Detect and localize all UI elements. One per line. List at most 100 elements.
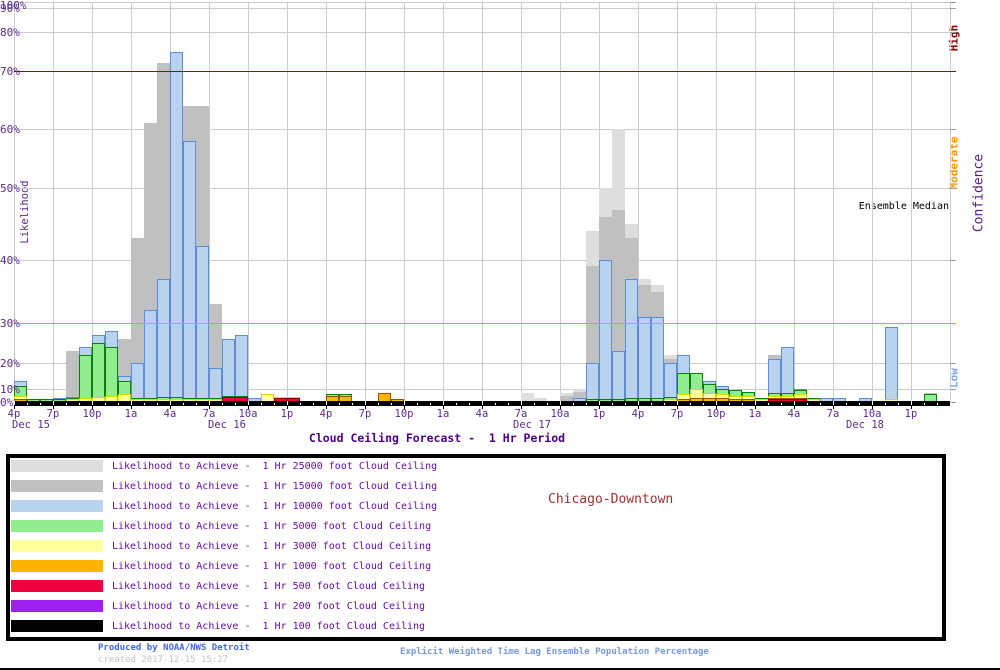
gridline-vertical (638, 2, 639, 402)
x-axis-hour-tick (833, 401, 834, 405)
footer-method-description: Explicit Weighted Time Lag Ensemble Popu… (400, 647, 709, 657)
y-axis-tick-label: 30% (0, 317, 20, 330)
x-axis-sub-tick (638, 406, 639, 409)
x-axis-hour-tick (625, 403, 626, 405)
legend-item: Likelihood to Achieve - 1 Hr 3000 foot C… (10, 539, 942, 559)
x-axis-hour-tick (352, 403, 353, 405)
x-axis-sub-tick (755, 406, 756, 409)
y-axis-tick-label: 20% (0, 357, 20, 370)
legend-label-series3: Likelihood to Achieve - 1 Hr 5000 foot C… (112, 521, 432, 532)
legend-item: Likelihood to Achieve - 1 Hr 15000 foot … (10, 479, 942, 499)
y2-axis-tick (950, 402, 956, 403)
x-axis-sub-tick (443, 406, 444, 409)
y2-axis-tick (950, 8, 956, 9)
x-axis-hour-tick (677, 401, 678, 405)
x-axis-tick-label: 10p (706, 408, 726, 420)
y2-axis-tick (950, 389, 956, 390)
gridline-vertical (248, 2, 249, 402)
window-bottom-border (0, 668, 1000, 670)
bar-series2-hour17 (235, 335, 248, 402)
bar-series3-hour5 (79, 355, 92, 402)
x-axis-sub-tick (911, 406, 912, 409)
x-axis-hour-tick (40, 403, 41, 405)
x-axis-hour-tick (456, 403, 457, 405)
x-axis-sub-tick (482, 406, 483, 409)
legend-swatch-series2 (11, 500, 103, 512)
legend-swatch-series5 (11, 560, 103, 572)
x-axis-sub-tick (716, 406, 717, 409)
bar-series2-hour45 (599, 260, 612, 402)
x-axis-tick-label: 1a (124, 408, 138, 420)
gridline-vertical (131, 2, 132, 402)
x-axis-tick-label: 10a (862, 408, 882, 420)
x-axis-hour-tick (365, 401, 366, 405)
x-axis-sub-tick (248, 406, 249, 409)
y2-axis-tick (950, 260, 956, 261)
x-axis-tick-label: 4a (163, 408, 177, 420)
gridline-horizontal (14, 8, 950, 9)
x-axis-hour-tick (599, 401, 600, 405)
legend-swatch-series8 (11, 620, 103, 632)
x-axis-sub-tick (677, 406, 678, 409)
gridline-vertical (404, 2, 405, 402)
x-axis-hour-tick (638, 401, 639, 405)
x-axis-hour-tick (534, 403, 535, 405)
x-axis-hour-tick (846, 403, 847, 405)
x-axis-hour-tick (469, 403, 470, 405)
bar-series2-hour49 (651, 316, 664, 402)
x-axis-hour-tick (300, 403, 301, 405)
x-axis-hour-tick (794, 401, 795, 405)
legend-swatch-series3 (11, 520, 103, 532)
bar-series1-hour42 (560, 395, 573, 402)
legend-label-series8: Likelihood to Achieve - 1 Hr 100 foot Cl… (112, 621, 426, 632)
y2-axis-tick (950, 2, 956, 3)
x-axis-hour-tick (820, 403, 821, 405)
x-axis-hour-tick (482, 401, 483, 405)
bar-series0-hour40 (534, 398, 547, 402)
x-axis-sub-tick (170, 406, 171, 409)
x-axis-sub-tick (92, 406, 93, 409)
x-axis-hour-tick (807, 403, 808, 405)
x-axis-tick-label: 7a (826, 408, 840, 420)
x-axis-hour-tick (235, 403, 236, 405)
x-axis-hour-tick (339, 403, 340, 405)
gridline-horizontal (14, 363, 950, 364)
legend-swatch-series0 (11, 460, 103, 472)
x-axis-sub-tick (833, 406, 834, 409)
gridline-horizontal (14, 32, 950, 33)
gridline-vertical (560, 2, 561, 402)
bar-series2-hour44 (586, 363, 599, 402)
bar-series2-hour48 (638, 316, 651, 402)
x-axis-sub-tick (365, 406, 366, 409)
x-axis-hour-tick (924, 403, 925, 405)
x-axis-sub-tick (404, 406, 405, 409)
footer-produced-by: Produced by NOAA/NWS Detroit (98, 643, 250, 653)
x-axis-tick-label: 10p (394, 408, 414, 420)
x-axis-hour-tick (937, 403, 938, 405)
gridline-vertical (872, 2, 873, 402)
gridline-vertical (716, 2, 717, 402)
gridline-vertical (92, 2, 93, 402)
x-axis-hour-tick (898, 403, 899, 405)
bar-series2-hour67 (885, 327, 898, 402)
x-axis-date-label: Dec 17 (513, 419, 551, 431)
legend-label-series6: Likelihood to Achieve - 1 Hr 500 foot Cl… (112, 581, 426, 592)
x-axis-date-label: Dec 18 (846, 419, 884, 431)
x-axis-tick-label: 4p (7, 408, 21, 420)
x-axis-sub-tick (521, 406, 522, 409)
x-axis-hour-tick (729, 403, 730, 405)
legend-label-series7: Likelihood to Achieve - 1 Hr 200 foot Cl… (112, 601, 426, 612)
x-axis-date-label: Dec 16 (208, 419, 246, 431)
x-axis-hour-tick (508, 403, 509, 405)
x-axis-hour-tick (209, 401, 210, 405)
bar-series2-hour47 (625, 278, 638, 402)
gridline-horizontal (14, 260, 950, 261)
y2-axis-tick (950, 188, 956, 189)
y2-axis-tick (950, 71, 956, 72)
x-axis-hour-tick (53, 401, 54, 405)
x-axis-hour-tick (222, 403, 223, 405)
gridline-vertical (209, 2, 210, 402)
x-axis-hour-tick (586, 403, 587, 405)
x-axis-hour-tick (66, 403, 67, 405)
